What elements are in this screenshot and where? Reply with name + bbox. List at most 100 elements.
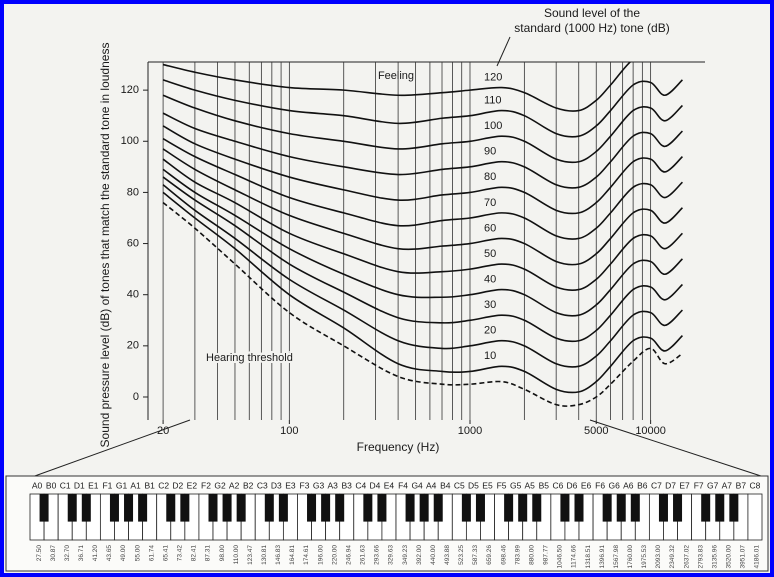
note-label: B7 (736, 480, 747, 490)
frequency-label: 61.74 (148, 545, 155, 562)
note-label: E6 (581, 480, 592, 490)
note-label: D2 (172, 480, 183, 490)
loudness-curve (162, 168, 683, 317)
frequency-label: 4186.01 (754, 545, 761, 569)
y-tick-label: 120 (121, 84, 139, 96)
series-label: 60 (484, 222, 496, 234)
black-key (658, 494, 668, 522)
frequency-label: 65.41 (162, 545, 169, 562)
black-key (475, 494, 485, 522)
frequency-label: 587.33 (472, 545, 479, 565)
note-label: B6 (637, 480, 648, 490)
frequency-label: 698.46 (500, 545, 507, 565)
black-key (81, 494, 91, 522)
loudness-curve (162, 138, 683, 240)
frequency-label: 1760.00 (627, 545, 634, 569)
frequency-label: 659.26 (486, 545, 493, 565)
note-label: B0 (46, 480, 57, 490)
frequency-label: 55.00 (134, 545, 141, 562)
series-label: 70 (484, 197, 496, 209)
note-label: E1 (88, 480, 99, 490)
frequency-label: 392.00 (416, 545, 423, 565)
x-tick-label: 100 (280, 425, 298, 437)
frequency-label: 2793.83 (697, 545, 704, 569)
frequency-label: 164.81 (289, 545, 296, 565)
y-tick-label: 80 (127, 186, 139, 198)
black-key (180, 494, 190, 522)
loudness-curve (162, 176, 683, 343)
frequency-label: 174.61 (303, 545, 310, 565)
frequency-label: 1318.51 (585, 545, 592, 569)
note-label: D6 (567, 480, 578, 490)
annotation-arrow (496, 36, 511, 67)
frequency-label: 3951.07 (740, 545, 747, 569)
note-label: E3 (285, 480, 296, 490)
black-key (504, 494, 514, 522)
note-label: A1 (130, 480, 141, 490)
note-label: C8 (750, 480, 761, 490)
y-axis-label: Sound pressure level (dB) of tones that … (98, 43, 112, 448)
black-key (264, 494, 274, 522)
frequency-label: 523.25 (458, 545, 465, 565)
frequency-label: 2349.32 (669, 545, 676, 569)
connector (31, 419, 191, 478)
x-tick-label: 20 (157, 425, 169, 437)
frequency-label: 123.47 (247, 545, 254, 565)
note-label: B3 (342, 480, 353, 490)
frequency-label: 87.31 (205, 545, 212, 562)
y-tick-label: 20 (127, 340, 139, 352)
frequency-label: 220.00 (331, 545, 338, 565)
loudness-curve (162, 202, 683, 407)
black-key (715, 494, 725, 522)
note-label: D7 (665, 480, 676, 490)
frequency-label: 349.23 (402, 545, 409, 565)
frequency-label: 261.63 (360, 545, 367, 565)
black-key (461, 494, 471, 522)
loudness-curve (162, 184, 683, 368)
note-label: C2 (158, 480, 169, 490)
frequency-label: 43.65 (106, 545, 113, 562)
loudness-curve (162, 62, 632, 112)
frequency-label: 98.00 (219, 545, 226, 562)
frequency-label: 329.63 (388, 545, 395, 565)
black-key (236, 494, 246, 522)
series-label: Hearing threshold (206, 352, 293, 364)
note-label: C5 (454, 480, 465, 490)
frequency-label: 3520.00 (726, 545, 733, 569)
series-label: 80 (484, 171, 496, 183)
black-key (109, 494, 119, 522)
black-key (574, 494, 584, 522)
loudness-curve (162, 148, 683, 266)
note-label: B4 (440, 480, 451, 490)
loudness-curve (162, 94, 683, 164)
note-label: E4 (384, 480, 395, 490)
loudness-curve (162, 125, 683, 215)
black-key (602, 494, 612, 522)
note-label: D1 (74, 480, 85, 490)
note-label: C6 (552, 480, 563, 490)
black-key (532, 494, 542, 522)
x-tick-label: 10000 (635, 425, 666, 437)
loudness-curve (162, 158, 683, 292)
frequency-label: 41.20 (92, 545, 99, 562)
series-label: 20 (484, 325, 496, 337)
frequency-label: 1975.53 (641, 545, 648, 569)
frequency-label: 27.50 (36, 545, 43, 562)
note-label: E7 (679, 480, 690, 490)
y-tick-label: 0 (133, 391, 139, 403)
frequency-label: 2637.02 (683, 545, 690, 569)
note-label: D5 (468, 480, 479, 490)
note-label: F3 (300, 480, 310, 490)
x-tick-label: 1000 (458, 425, 482, 437)
series-label: 40 (484, 273, 496, 285)
note-label: A3 (327, 480, 338, 490)
note-label: C3 (257, 480, 268, 490)
y-tick-label: 60 (127, 237, 139, 249)
note-label: G6 (609, 480, 621, 490)
frequency-label: 440.00 (430, 545, 437, 565)
note-label: B1 (144, 480, 155, 490)
black-key (701, 494, 711, 522)
frequency-label: 36.71 (78, 545, 85, 562)
frequency-label: 493.88 (444, 545, 451, 565)
